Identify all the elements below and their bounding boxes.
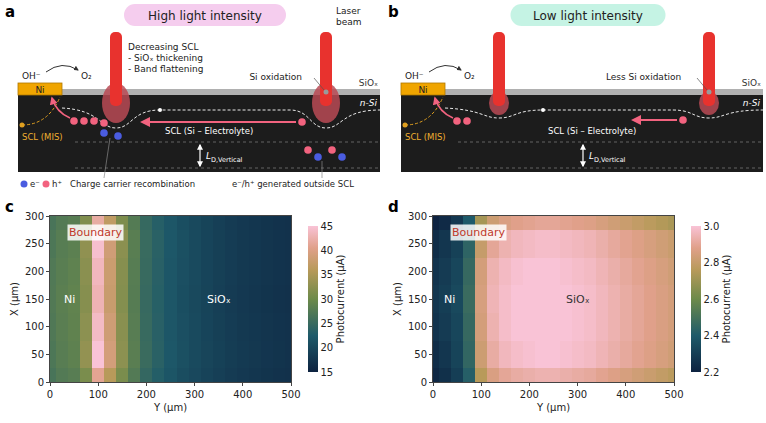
svg-text:Y (μm): Y (μm) — [536, 402, 570, 413]
svg-text:100: 100 — [472, 389, 491, 400]
svg-text:e⁻/h⁺ generated outside SCL: e⁻/h⁺ generated outside SCL — [232, 179, 354, 189]
svg-text:Ni: Ni — [418, 85, 427, 95]
svg-text:200: 200 — [408, 266, 427, 277]
svg-text:2.8: 2.8 — [704, 257, 720, 268]
svg-text:100: 100 — [408, 321, 427, 332]
svg-text:50: 50 — [31, 349, 44, 360]
svg-text:0: 0 — [38, 377, 44, 388]
svg-text:40: 40 — [321, 245, 334, 256]
svg-text:SCL (MIS): SCL (MIS) — [405, 132, 446, 142]
svg-text:Low light intensity: Low light intensity — [533, 9, 643, 23]
svg-text:beam: beam — [336, 17, 362, 27]
svg-text:e⁻: e⁻ — [30, 179, 40, 189]
svg-text:a: a — [5, 3, 15, 21]
svg-text:O₂: O₂ — [464, 71, 475, 81]
svg-text:Photocurrent (μA): Photocurrent (μA) — [721, 255, 732, 344]
svg-text:250: 250 — [25, 238, 44, 249]
svg-text:LD,Vertical: LD,Vertical — [206, 151, 243, 164]
svg-text:200: 200 — [25, 266, 44, 277]
svg-text:50: 50 — [414, 349, 427, 360]
svg-text:Laser: Laser — [336, 6, 361, 16]
svg-text:Boundary: Boundary — [452, 226, 505, 239]
svg-text:OH⁻: OH⁻ — [22, 71, 41, 81]
svg-text:500: 500 — [281, 389, 300, 400]
svg-text:150: 150 — [408, 294, 427, 305]
svg-text:400: 400 — [233, 389, 252, 400]
svg-text:b: b — [388, 3, 399, 21]
svg-text:Charge carrier recombination: Charge carrier recombination — [70, 179, 195, 189]
svg-text:Photocurrent (μA): Photocurrent (μA) — [335, 255, 346, 344]
svg-text:SCL (MIS): SCL (MIS) — [22, 132, 63, 142]
svg-text:35: 35 — [321, 269, 334, 280]
svg-text:Decreasing SCL: Decreasing SCL — [128, 42, 198, 52]
svg-text:SiOₓ: SiOₓ — [359, 78, 378, 88]
svg-text:300: 300 — [25, 211, 44, 222]
svg-text:25: 25 — [321, 318, 334, 329]
svg-text:300: 300 — [408, 211, 427, 222]
svg-text:Less Si oxidation: Less Si oxidation — [606, 72, 681, 82]
svg-text:High light intensity: High light intensity — [148, 9, 262, 23]
svg-text:O₂: O₂ — [81, 71, 92, 81]
svg-text:SCL (Si – Electrolyte): SCL (Si – Electrolyte) — [548, 126, 636, 136]
svg-text:n-Si: n-Si — [360, 98, 378, 108]
svg-text:30: 30 — [321, 294, 334, 305]
svg-text:Ni: Ni — [444, 293, 455, 306]
svg-text:LD,Vertical: LD,Vertical — [589, 151, 626, 164]
svg-text:100: 100 — [89, 389, 108, 400]
svg-text:500: 500 — [664, 389, 683, 400]
svg-text:200: 200 — [520, 389, 539, 400]
svg-text:h⁺: h⁺ — [52, 179, 62, 189]
svg-text:Ni: Ni — [35, 85, 44, 95]
svg-text:X (μm): X (μm) — [392, 282, 403, 316]
svg-text:Ni: Ni — [64, 293, 75, 306]
svg-text:300: 300 — [568, 389, 587, 400]
svg-text:3.0: 3.0 — [704, 221, 720, 232]
svg-text:0: 0 — [47, 389, 53, 400]
svg-text:SiOₓ: SiOₓ — [207, 293, 231, 306]
svg-text:0: 0 — [430, 389, 436, 400]
svg-text:SCL (Si – Electrolyte): SCL (Si – Electrolyte) — [165, 126, 253, 136]
svg-text:200: 200 — [137, 389, 156, 400]
svg-text:20: 20 — [321, 342, 334, 353]
svg-text:300: 300 — [185, 389, 204, 400]
svg-text:- Band flattening: - Band flattening — [128, 64, 203, 74]
svg-text:OH⁻: OH⁻ — [405, 71, 424, 81]
svg-text:Y (μm): Y (μm) — [153, 402, 187, 413]
svg-text:45: 45 — [321, 221, 334, 232]
html-text:c: c — [5, 198, 14, 216]
svg-text:0: 0 — [421, 377, 427, 388]
svg-text:X (μm): X (μm) — [9, 282, 20, 316]
svg-text:n-Si: n-Si — [743, 98, 761, 108]
svg-text:400: 400 — [616, 389, 635, 400]
svg-text:Boundary: Boundary — [69, 226, 122, 239]
svg-text:SiOₓ: SiOₓ — [566, 293, 590, 306]
svg-text:Si oxidation: Si oxidation — [249, 72, 302, 82]
html-text:d: d — [388, 198, 399, 216]
svg-text:SiOₓ: SiOₓ — [742, 78, 761, 88]
svg-text:250: 250 — [408, 238, 427, 249]
svg-text:2.4: 2.4 — [704, 330, 720, 341]
svg-text:100: 100 — [25, 321, 44, 332]
svg-text:2.6: 2.6 — [704, 294, 720, 305]
svg-text:15: 15 — [321, 367, 334, 378]
svg-text:150: 150 — [25, 294, 44, 305]
svg-text:2.2: 2.2 — [704, 367, 720, 378]
svg-text:- SiOₓ thickening: - SiOₓ thickening — [128, 53, 203, 63]
